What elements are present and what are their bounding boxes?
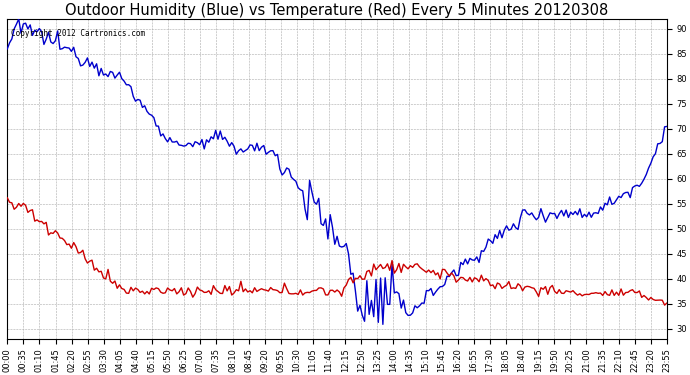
Text: Copyright 2012 Cartronics.com: Copyright 2012 Cartronics.com xyxy=(10,28,145,38)
Title: Outdoor Humidity (Blue) vs Temperature (Red) Every 5 Minutes 20120308: Outdoor Humidity (Blue) vs Temperature (… xyxy=(66,3,609,18)
